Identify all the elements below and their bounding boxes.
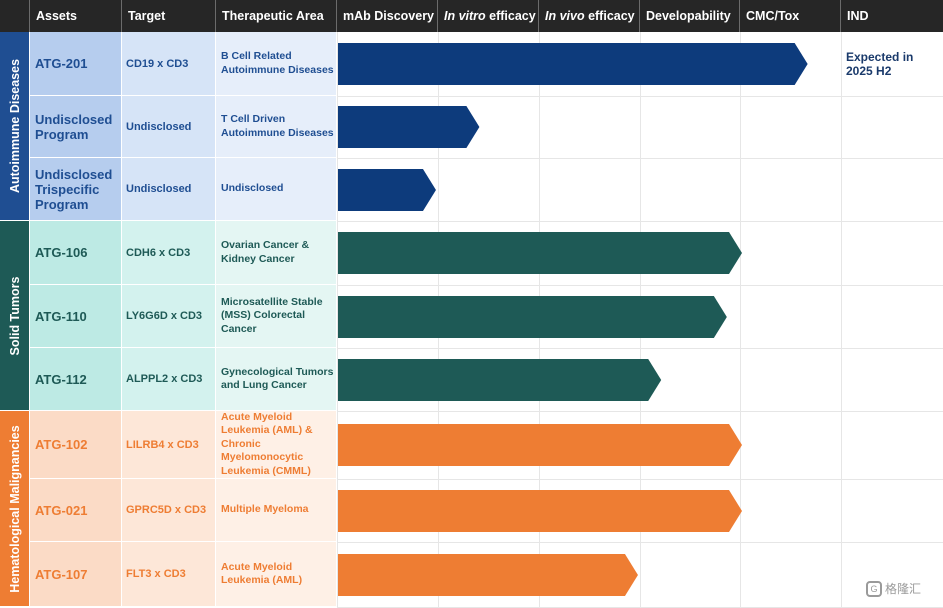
therapeutic-area: Ovarian Cancer & Kidney Cancer	[216, 221, 337, 285]
asset-name: ATG-021	[30, 479, 122, 542]
asset-name: Undisclosed Program	[30, 96, 122, 158]
progress-arrow	[338, 424, 742, 466]
progress-arrow-shape	[338, 358, 662, 401]
row-divider	[337, 285, 943, 286]
grid-line	[740, 32, 741, 607]
row-divider	[337, 542, 943, 543]
row-divider	[337, 411, 943, 412]
header-in-vitro-italic: In vitro	[444, 9, 486, 23]
watermark-logo-icon: G	[866, 580, 882, 597]
row-divider	[337, 479, 943, 480]
header-cmc-tox: CMC/Tox	[740, 0, 841, 32]
asset-name: ATG-112	[30, 348, 122, 411]
row-divider	[337, 96, 943, 97]
target-name: ALPPL2 x CD3	[122, 348, 216, 411]
header-in-vivo-italic: In vivo	[545, 9, 585, 23]
asset-name: ATG-201	[30, 32, 122, 96]
group-autoimmune-label: Autoimmune Diseases	[7, 58, 22, 194]
header-target: Target	[122, 0, 216, 32]
progress-arrow	[338, 106, 480, 148]
therapeutic-area: B Cell Related Autoimmune Diseases	[216, 32, 337, 96]
progress-arrow	[338, 43, 808, 85]
progress-arrow-shape	[338, 232, 742, 274]
grid-line	[337, 32, 338, 607]
target-name: Undisclosed	[122, 96, 216, 158]
therapeutic-area: T Cell Driven Autoimmune Diseases	[216, 96, 337, 158]
therapeutic-area: Undisclosed	[216, 158, 337, 221]
target-name: LY6G6D x CD3	[122, 285, 216, 348]
header-corner	[0, 0, 30, 32]
progress-arrow	[338, 168, 436, 211]
grid-line	[841, 32, 842, 607]
therapeutic-area: Microsatellite Stable (MSS) Colorectal C…	[216, 285, 337, 348]
target-name: Undisclosed	[122, 158, 216, 221]
progress-arrow-shape	[338, 424, 742, 466]
therapeutic-area: Gynecological Tumors and Lung Cancer	[216, 348, 337, 411]
progress-arrow-shape	[338, 553, 638, 596]
progress-arrow	[338, 358, 662, 401]
target-name: LILRB4 x CD3	[122, 411, 216, 479]
header-assets: Assets	[30, 0, 122, 32]
watermark: G 格隆汇	[866, 580, 921, 597]
group-solid-tumors: Solid Tumors	[0, 221, 29, 411]
progress-arrow	[338, 295, 727, 338]
header-ind: IND	[841, 0, 943, 32]
row-divider	[337, 221, 943, 222]
therapeutic-area: Multiple Myeloma	[216, 479, 337, 542]
header-in-vitro-rest: efficacy	[485, 9, 536, 23]
progress-arrow-shape	[338, 43, 808, 85]
watermark-text: 格隆汇	[885, 582, 922, 596]
progress-arrow-shape	[338, 489, 742, 532]
group-autoimmune: Autoimmune Diseases	[0, 32, 29, 221]
asset-name: ATG-107	[30, 542, 122, 607]
group-hematological-label: Hematological Malignancies	[7, 424, 22, 593]
progress-arrow-shape	[338, 168, 436, 211]
row-divider	[337, 348, 943, 349]
progress-arrow	[338, 553, 638, 596]
row-divider	[337, 158, 943, 159]
header-therapeutic-area: Therapeutic Area	[216, 0, 337, 32]
target-name: GPRC5D x CD3	[122, 479, 216, 542]
therapeutic-area: Acute Myeloid Leukemia (AML)	[216, 542, 337, 607]
asset-name: ATG-106	[30, 221, 122, 285]
ind-expected-note: Expected in 2025 H2	[846, 50, 914, 78]
progress-arrow-shape	[338, 106, 480, 148]
header-in-vivo-rest: efficacy	[584, 9, 635, 23]
target-name: CD19 x CD3	[122, 32, 216, 96]
target-name: FLT3 x CD3	[122, 542, 216, 607]
progress-arrow-shape	[338, 295, 727, 338]
group-hematological: Hematological Malignancies	[0, 411, 29, 607]
group-solid-tumors-label: Solid Tumors	[7, 276, 22, 355]
asset-name: ATG-110	[30, 285, 122, 348]
target-name: CDH6 x CD3	[122, 221, 216, 285]
progress-arrow	[338, 489, 742, 532]
asset-name: Undisclosed Trispecific Program	[30, 158, 122, 221]
asset-name: ATG-102	[30, 411, 122, 479]
header-in-vivo-efficacy: In vivo efficacy	[539, 0, 640, 32]
header-mab-discovery: mAb Discovery	[337, 0, 438, 32]
header-in-vitro-efficacy: In vitro efficacy	[438, 0, 539, 32]
progress-arrow	[338, 232, 742, 274]
header-developability: Developability	[640, 0, 740, 32]
therapeutic-area: Acute Myeloid Leukemia (AML) & Chronic M…	[216, 411, 337, 479]
